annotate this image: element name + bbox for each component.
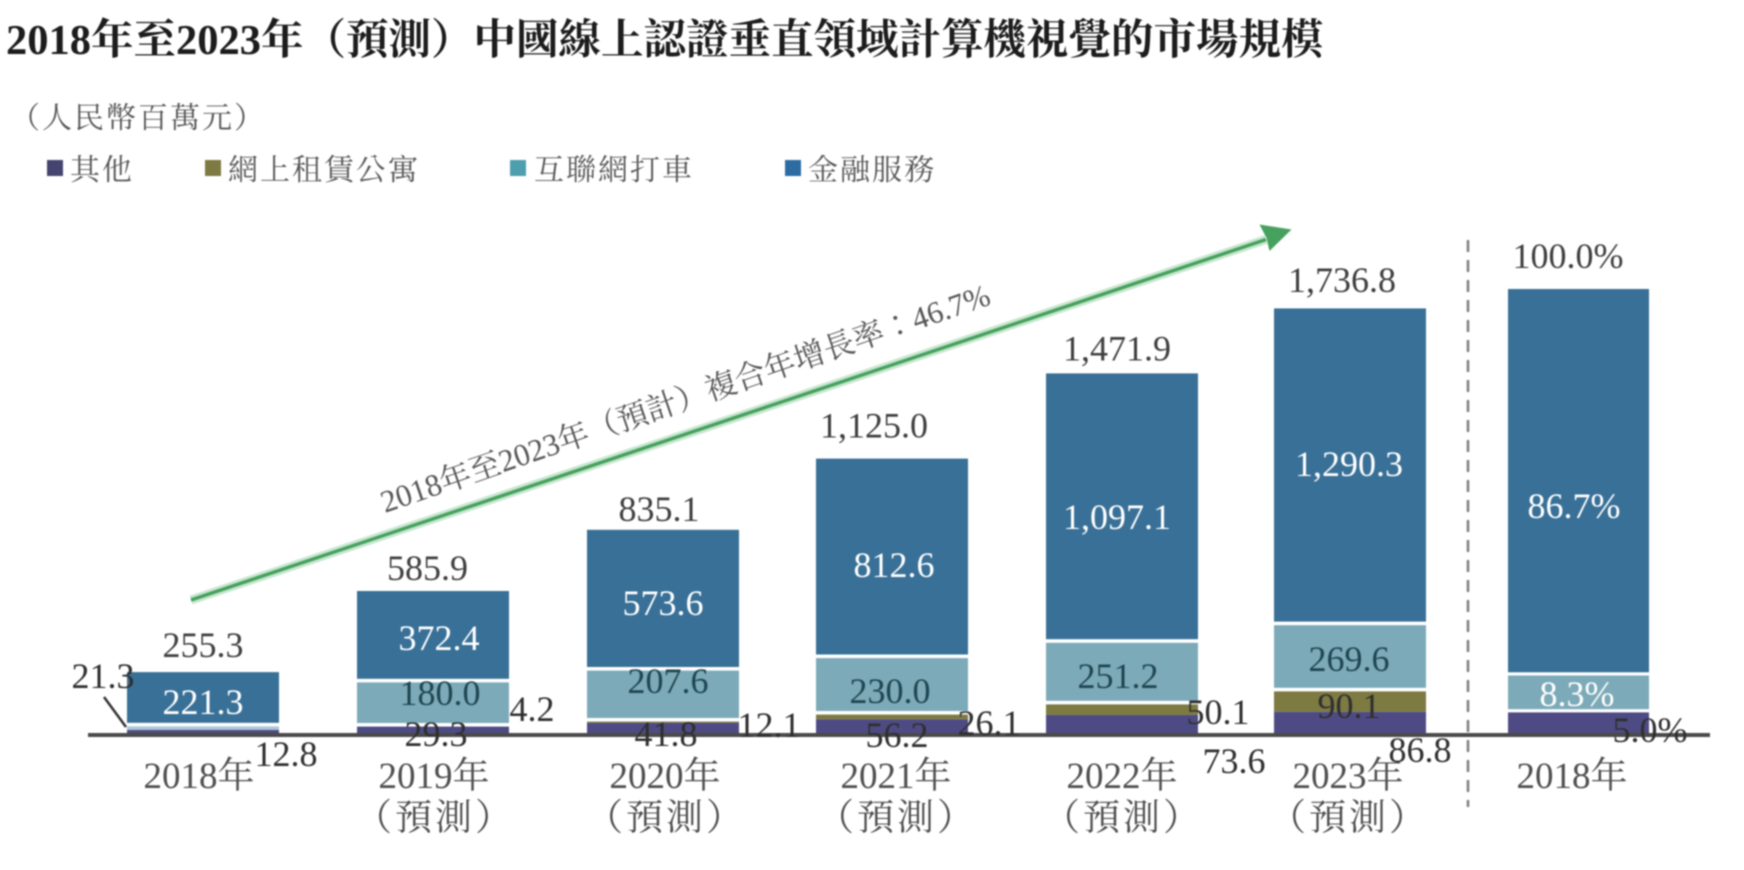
svg-text:1,125.0: 1,125.0 [820, 406, 928, 446]
svg-text:12.1: 12.1 [738, 705, 801, 745]
svg-text:180.0: 180.0 [400, 673, 481, 713]
svg-text:41.8: 41.8 [635, 714, 698, 754]
svg-text:585.9: 585.9 [387, 548, 468, 588]
svg-text:372.4: 372.4 [399, 618, 480, 658]
svg-text:221.3: 221.3 [163, 682, 244, 722]
svg-text:29.3: 29.3 [405, 714, 468, 754]
svg-text:56.2: 56.2 [866, 715, 929, 755]
svg-text:1,471.9: 1,471.9 [1063, 329, 1171, 369]
svg-text:21.3: 21.3 [72, 656, 135, 696]
svg-text:5.0%: 5.0% [1613, 710, 1688, 750]
svg-text:1,736.8: 1,736.8 [1288, 260, 1396, 300]
svg-text:26.1: 26.1 [958, 703, 1021, 743]
svg-text:86.7%: 86.7% [1528, 486, 1621, 526]
svg-text:1,097.1: 1,097.1 [1063, 497, 1171, 537]
svg-text:251.2: 251.2 [1078, 656, 1159, 696]
svg-text:230.0: 230.0 [850, 671, 931, 711]
svg-text:100.0%: 100.0% [1513, 236, 1624, 276]
svg-text:255.3: 255.3 [163, 625, 244, 665]
svg-text:835.1: 835.1 [619, 489, 700, 529]
svg-text:90.1: 90.1 [1318, 686, 1381, 726]
svg-text:573.6: 573.6 [623, 583, 704, 623]
svg-text:4.2: 4.2 [510, 689, 555, 729]
svg-text:269.6: 269.6 [1309, 639, 1390, 679]
svg-text:1,290.3: 1,290.3 [1295, 444, 1403, 484]
svg-text:812.6: 812.6 [854, 545, 935, 585]
svg-text:207.6: 207.6 [628, 661, 709, 701]
svg-text:86.8: 86.8 [1389, 730, 1452, 770]
svg-text:8.3%: 8.3% [1540, 674, 1615, 714]
svg-text:50.1: 50.1 [1187, 692, 1250, 732]
svg-text:73.6: 73.6 [1203, 741, 1266, 781]
svg-text:12.8: 12.8 [255, 734, 318, 774]
